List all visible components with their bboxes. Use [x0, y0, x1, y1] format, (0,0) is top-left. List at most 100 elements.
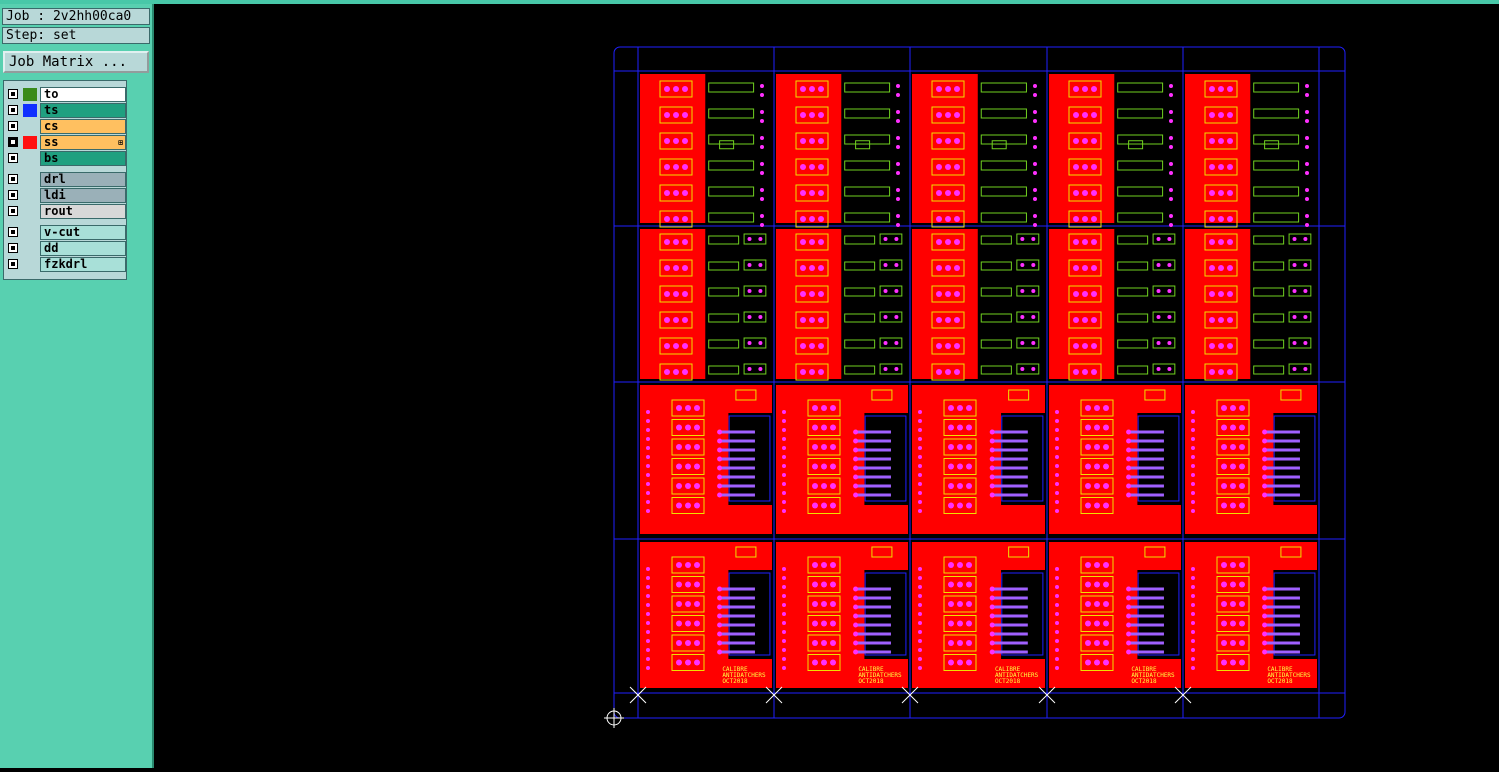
pad [853, 456, 859, 462]
layer-row-bs[interactable]: bs [6, 151, 126, 166]
layer-color-swatch[interactable] [23, 88, 37, 101]
silk-outline [844, 339, 876, 349]
pad [1091, 265, 1097, 271]
pad [1055, 657, 1059, 661]
silk-logo [1264, 140, 1280, 150]
pad [1126, 640, 1132, 646]
layer-name[interactable]: ts [40, 103, 126, 118]
layer-name[interactable]: fzkdrl [40, 257, 126, 272]
layer-checkbox[interactable] [8, 227, 18, 237]
pad [782, 594, 786, 598]
pad [682, 317, 688, 323]
silk-outline [1016, 311, 1040, 323]
pad [1156, 237, 1161, 241]
pad [989, 649, 995, 655]
layer-row-dd[interactable]: dd [6, 241, 126, 256]
layer-name[interactable]: dd [40, 241, 126, 256]
pad [682, 112, 688, 118]
pad [821, 444, 827, 450]
silk-outline [879, 259, 903, 271]
graphics-viewport[interactable]: CALIBRE ANTIDATCHERS OCT2018 CALIBRE ANTIDAT… [156, 4, 1499, 768]
silk-outline [1117, 108, 1164, 119]
layer-color-swatch[interactable] [23, 104, 37, 117]
footprint-outline [795, 80, 829, 98]
layer-name[interactable]: bs [40, 151, 126, 166]
layer-name[interactable]: v-cut [40, 225, 126, 240]
layer-name[interactable]: ldi [40, 188, 126, 203]
pad [760, 119, 764, 123]
pad [1218, 164, 1224, 170]
silk-outline [1253, 160, 1300, 171]
layer-checkbox[interactable] [8, 190, 18, 200]
pad [896, 145, 900, 149]
layer-checkbox[interactable] [8, 174, 18, 184]
footprint-outline [931, 210, 965, 228]
layer-checkbox[interactable] [8, 243, 18, 253]
layer-checkbox[interactable] [8, 206, 18, 216]
layer-row-v-cut[interactable]: v-cut [6, 225, 126, 240]
pad [646, 621, 650, 625]
layer-row-ts[interactable]: ts [6, 103, 126, 118]
layer-color-swatch[interactable] [23, 136, 37, 149]
layer-checkbox[interactable] [8, 105, 18, 115]
silk-outline [1253, 287, 1285, 297]
pad [1055, 410, 1059, 414]
silk-outline [708, 186, 755, 197]
pad [694, 483, 700, 489]
silk-outline [1152, 311, 1176, 323]
layer-name[interactable]: cs [40, 119, 126, 134]
pad [1167, 263, 1172, 267]
pad [1103, 444, 1109, 450]
pad [918, 666, 922, 670]
pad [1191, 648, 1195, 652]
pad [1020, 263, 1025, 267]
pad [918, 585, 922, 589]
layer-row-ss[interactable]: ss ⊞ [6, 135, 126, 150]
pad [966, 640, 972, 646]
pad [957, 424, 963, 431]
silk-outline [1016, 337, 1040, 349]
silk-outline [980, 261, 1012, 271]
pad [760, 110, 764, 114]
pad [1191, 482, 1195, 486]
pad [818, 239, 824, 245]
footprint-outline [943, 419, 977, 436]
pad [1169, 110, 1173, 114]
layer-row-fzkdrl[interactable]: fzkdrl [6, 257, 126, 272]
layer-row-to[interactable]: to [6, 87, 126, 102]
pad [1055, 603, 1059, 607]
layer-name[interactable]: to [40, 87, 126, 102]
pad [1191, 428, 1195, 432]
silk-outline [879, 233, 903, 245]
job-matrix-button[interactable]: Job Matrix ... [3, 51, 149, 73]
footprint-outline [1216, 419, 1250, 436]
layer-name[interactable]: rout [40, 204, 126, 219]
layer-name[interactable]: ss ⊞ [40, 135, 126, 150]
footprint-outline [943, 576, 977, 593]
footprint-outline [1216, 399, 1250, 417]
layer-row-ldi[interactable]: ldi [6, 188, 126, 203]
pad [945, 190, 951, 196]
silk-outline [1253, 261, 1285, 271]
pad [1169, 214, 1173, 218]
pad [883, 289, 888, 293]
footprint-outline [807, 497, 841, 514]
footprint-outline [931, 311, 965, 329]
layer-checkbox[interactable] [8, 121, 18, 131]
pad [1126, 483, 1132, 489]
pad [818, 190, 824, 196]
pad [1091, 190, 1097, 196]
layer-checkbox[interactable] [8, 137, 18, 147]
layer-row-drl[interactable]: drl [6, 172, 126, 187]
pad [1209, 291, 1215, 297]
layer-name[interactable]: drl [40, 172, 126, 187]
layer-checkbox[interactable] [8, 89, 18, 99]
layer-row-rout[interactable]: rout [6, 204, 126, 219]
layer-checkbox[interactable] [8, 259, 18, 269]
pad [1167, 341, 1172, 345]
pcb-board-canvas[interactable]: CALIBREANTIDATCHERSOCT2018CALIBREANTIDAT… [156, 4, 1499, 768]
pad [664, 216, 670, 222]
pad [1020, 315, 1025, 319]
layer-checkbox[interactable] [8, 153, 18, 163]
layer-row-cs[interactable]: cs [6, 119, 126, 134]
